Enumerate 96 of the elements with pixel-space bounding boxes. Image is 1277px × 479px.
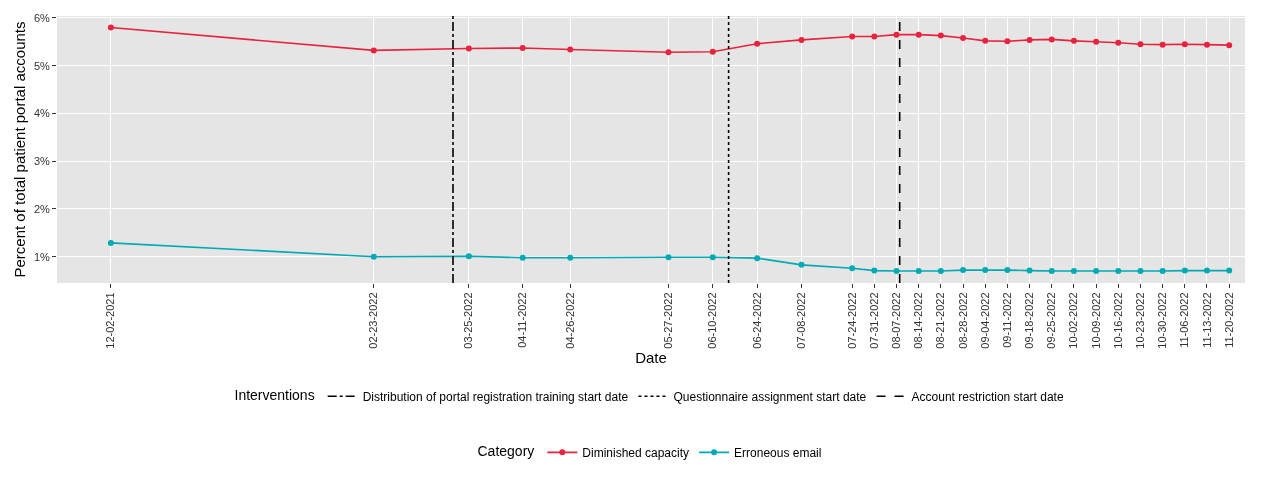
x-axis-title: Date (635, 348, 667, 366)
point (798, 261, 805, 268)
point (982, 267, 989, 274)
point (1226, 267, 1233, 274)
point (1115, 268, 1122, 275)
y-tick-label: 6% (33, 11, 51, 24)
x-tick-label: 09-04-2022 (978, 292, 991, 349)
y-tick-label: 5% (33, 59, 51, 72)
point (1070, 37, 1077, 44)
legend-label: Distribution of portal registration training start date (362, 389, 629, 404)
point (665, 254, 672, 261)
y-tick-label: 1% (33, 250, 51, 263)
x-tick-label: 05-27-2022 (661, 292, 674, 349)
legend-label: Questionnaire assignment start date (673, 389, 867, 404)
x-tick-label: 09-11-2022 (1000, 292, 1013, 348)
point (1115, 39, 1122, 46)
x-tick-label: 06-10-2022 (706, 292, 719, 349)
point (1159, 268, 1166, 275)
point (982, 37, 989, 44)
x-tick-label: 03-25-2022 (462, 292, 475, 349)
text: Interventions (234, 386, 315, 403)
point (1203, 267, 1210, 274)
legend-label: Diminished capacity (582, 446, 690, 461)
x-tick-label: 09-25-2022 (1045, 292, 1058, 349)
x-tick-label: 07-24-2022 (845, 292, 858, 349)
x-tick-label: 12-02-2021 (104, 292, 117, 349)
x-tick-label: 10-30-2022 (1156, 292, 1169, 349)
point (849, 33, 856, 40)
point (754, 40, 761, 47)
x-tick-label: 08-28-2022 (956, 292, 969, 349)
x-tick-label: 11-20-2022 (1222, 292, 1235, 348)
point (960, 34, 967, 41)
point (370, 47, 377, 54)
point (1226, 42, 1233, 49)
legend-label: Erroneous email (734, 446, 822, 461)
y-tick-label: 3% (33, 155, 51, 168)
point (665, 49, 672, 56)
point (370, 253, 377, 260)
point (107, 239, 114, 246)
y-tick-label: 4% (33, 107, 51, 120)
point (1048, 36, 1055, 43)
point (893, 31, 900, 38)
point (1004, 267, 1011, 274)
point (567, 46, 574, 53)
point (1004, 38, 1011, 45)
point (1181, 267, 1188, 274)
x-tick-label: 08-07-2022 (890, 292, 903, 349)
point (567, 254, 574, 261)
point (465, 253, 472, 260)
point (1203, 41, 1210, 48)
point (519, 254, 526, 261)
point (107, 24, 114, 31)
y-axis-title: Percent of total patient portal accounts (11, 21, 29, 278)
point (709, 48, 716, 55)
x-tick-label: 10-02-2022 (1067, 292, 1080, 349)
point (465, 45, 472, 52)
y-tick-label: 2% (33, 202, 51, 215)
x-tick-label: 08-14-2022 (912, 292, 925, 349)
point (1026, 267, 1033, 274)
x-tick-label: 11-13-2022 (1200, 292, 1213, 348)
x-tick-label: 02-23-2022 (367, 292, 380, 349)
x-tick-label: 10-23-2022 (1134, 292, 1147, 349)
point (960, 267, 967, 274)
point (1093, 38, 1100, 45)
x-tick-label: 09-18-2022 (1023, 292, 1036, 349)
point (893, 268, 900, 275)
point (1137, 41, 1144, 48)
x-tick-label: 04-26-2022 (563, 292, 576, 349)
point (1181, 41, 1188, 48)
point (754, 255, 761, 262)
x-tick-label: 11-06-2022 (1178, 292, 1191, 348)
x-tick-label: 10-16-2022 (1111, 292, 1124, 349)
point (937, 268, 944, 275)
point (798, 36, 805, 43)
point (937, 32, 944, 39)
x-tick-label: 08-21-2022 (934, 292, 947, 349)
x-tick-label: 06-24-2022 (750, 292, 763, 349)
x-tick-label: 07-08-2022 (795, 292, 808, 349)
legend-label: Account restriction start date (911, 389, 1064, 404)
point (1026, 36, 1033, 43)
point (709, 254, 716, 261)
point (915, 268, 922, 275)
point (915, 31, 922, 38)
point (849, 265, 856, 272)
point (1137, 268, 1144, 275)
x-tick-label: 04-11-2022 (516, 292, 529, 348)
point (871, 33, 878, 40)
point (1093, 268, 1100, 275)
point (519, 45, 526, 51)
legend-title: Category (477, 443, 535, 460)
point (871, 267, 878, 274)
x-tick-label: 10-09-2022 (1089, 292, 1102, 349)
point (1048, 268, 1055, 275)
point (1070, 268, 1077, 275)
x-tick-label: 07-31-2022 (867, 292, 880, 349)
point (1159, 41, 1166, 48)
